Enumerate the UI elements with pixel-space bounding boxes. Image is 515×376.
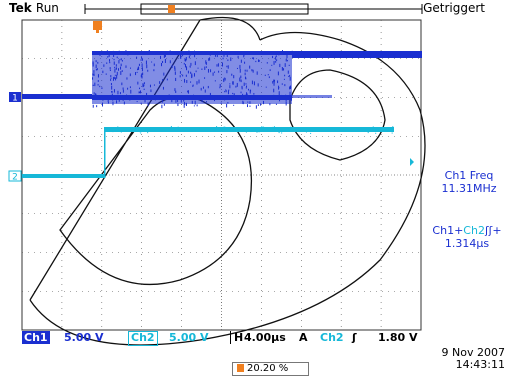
measurement-2-label: Ch1+Ch2ʃʃ+: [432, 224, 502, 237]
measurement-1-value: 11.31MHz: [441, 182, 497, 195]
svg-text:2: 2: [12, 173, 18, 183]
trigger-source: Ch2: [320, 331, 344, 344]
date-label: 9 Nov 2007: [441, 346, 505, 359]
measurement-2: Ch1+Ch2ʃʃ+ 1.314µs: [420, 224, 514, 250]
ch1-ground-marker: 1: [9, 92, 21, 104]
acquisition-label: A: [299, 331, 308, 344]
horizontal-label: H: [230, 331, 243, 344]
trigger-position-icon: [237, 364, 244, 372]
svg-text:1: 1: [12, 94, 18, 104]
trigger-position-marker: [93, 21, 102, 33]
measurement-1-label: Ch1 Freq: [444, 169, 494, 182]
trigger-position-box: 20.20 %: [232, 362, 310, 376]
time-label: 14:43:11: [455, 358, 505, 371]
ch1-scale: 5.00 V: [64, 331, 104, 344]
ch1-menu-tag[interactable]: Ch1: [22, 331, 50, 344]
ch2-waveform: [22, 126, 394, 178]
trigger-level-marker: [410, 158, 414, 166]
timebase: 4.00µs: [244, 331, 286, 344]
rising-edge-icon: ʃ: [352, 331, 357, 344]
ch2-ground-marker: 2: [8, 170, 22, 183]
measurement-1: Ch1 Freq 11.31MHz: [434, 169, 504, 195]
brand-label: Tek Run: [9, 1, 59, 15]
trigger-position-value: 20.20 %: [247, 363, 289, 374]
trigger-status: Getriggert: [423, 1, 485, 15]
rise-edge-icon: ʃʃ+: [484, 224, 502, 237]
ch2-menu-tag[interactable]: Ch2: [128, 331, 158, 346]
ch2-scale: 5.00 V: [169, 331, 209, 344]
ch1-waveform: [22, 50, 422, 109]
watermark-outline: [29, 16, 426, 346]
record-length-indicator: [84, 3, 423, 15]
acquisition-state: Run: [35, 1, 59, 15]
trigger-level: 1.80 V: [378, 331, 418, 344]
measurement-2-value: 1.314µs: [444, 237, 490, 250]
timestamp: 9 Nov 2007 14:43:11: [442, 347, 505, 371]
